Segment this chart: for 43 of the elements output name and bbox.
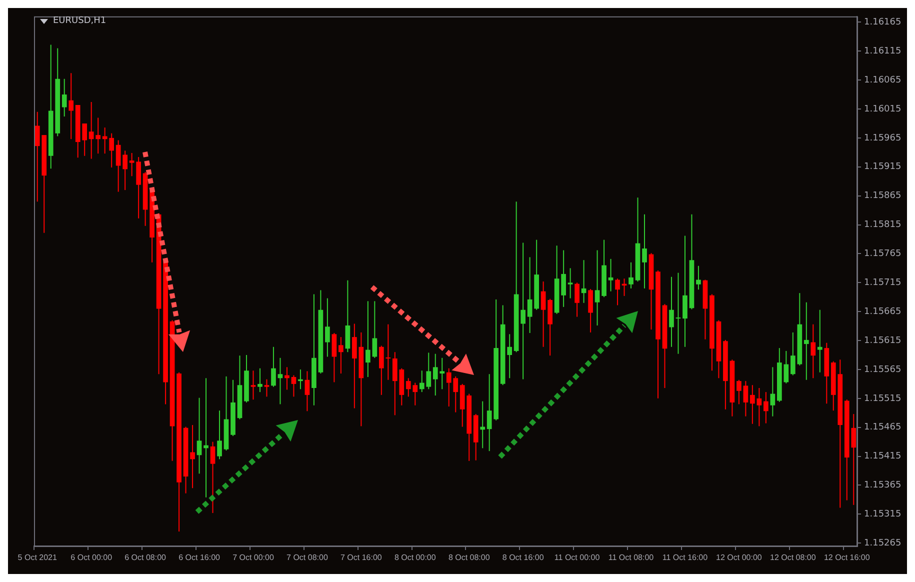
x-tick-label: 12 Oct 08:00 (770, 553, 816, 562)
y-tick-label: 1.15565 (864, 364, 902, 375)
y-tick-label: 1.15615 (864, 336, 902, 346)
y-tick-label: 1.15965 (864, 133, 902, 144)
y-tick-label: 1.15365 (864, 480, 902, 491)
candlestick (250, 370, 256, 400)
y-tick-label: 1.15665 (864, 306, 902, 317)
x-tick-label: 8 Oct 08:00 (448, 553, 490, 562)
x-tick-label: 7 Oct 08:00 (286, 553, 328, 562)
candlestick (608, 258, 614, 292)
candlestick (817, 310, 822, 372)
y-tick-label: 1.15265 (864, 538, 902, 548)
x-tick-label: 11 Oct 08:00 (608, 553, 654, 562)
y-tick-label: 1.15715 (864, 278, 902, 288)
x-tick-label: 11 Oct 00:00 (554, 553, 600, 562)
y-tick-label: 1.15415 (864, 452, 902, 462)
x-tick-label: 7 Oct 00:00 (232, 553, 274, 562)
y-tick-label: 1.15315 (864, 510, 902, 520)
y-tick-label: 1.16165 (864, 18, 902, 28)
x-tick-label: 6 Oct 16:00 (178, 553, 221, 562)
candlestick (676, 272, 681, 354)
x-tick-label: 5 Oct 2021 (18, 553, 58, 562)
y-tick-label: 1.15865 (864, 191, 902, 202)
y-tick-label: 1.15515 (864, 394, 902, 404)
y-tick-label: 1.15765 (864, 249, 902, 260)
y-tick-label: 1.16115 (864, 46, 902, 56)
y-tick-label: 1.16015 (864, 104, 902, 114)
x-tick-label: 8 Oct 16:00 (502, 553, 544, 562)
candlestick (278, 358, 283, 404)
x-tick-label: 12 Oct 16:00 (824, 553, 870, 562)
x-tick-label: 11 Oct 16:00 (662, 553, 708, 562)
y-tick-label: 1.15465 (864, 422, 902, 433)
candlestick (568, 268, 573, 298)
x-tick-label: 7 Oct 16:00 (340, 553, 382, 562)
y-tick-label: 1.15915 (864, 162, 902, 172)
x-tick-label: 8 Oct 00:00 (394, 553, 436, 562)
candlestick (804, 302, 809, 380)
chart-title: EURUSD,H1 (53, 16, 106, 26)
x-tick-label: 6 Oct 08:00 (124, 553, 167, 562)
x-tick-label: 6 Oct 00:00 (70, 553, 113, 562)
y-tick-label: 1.16065 (864, 75, 902, 86)
y-tick-label: 1.15815 (864, 220, 902, 230)
x-tick-label: 12 Oct 00:00 (716, 553, 762, 562)
